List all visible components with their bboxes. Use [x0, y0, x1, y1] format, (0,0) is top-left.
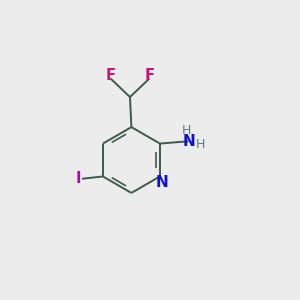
Text: H: H — [196, 138, 205, 151]
Text: I: I — [76, 171, 81, 186]
Text: N: N — [156, 175, 169, 190]
Text: F: F — [144, 68, 154, 82]
Text: F: F — [106, 68, 116, 82]
Text: N: N — [182, 134, 195, 149]
Text: H: H — [182, 124, 191, 137]
